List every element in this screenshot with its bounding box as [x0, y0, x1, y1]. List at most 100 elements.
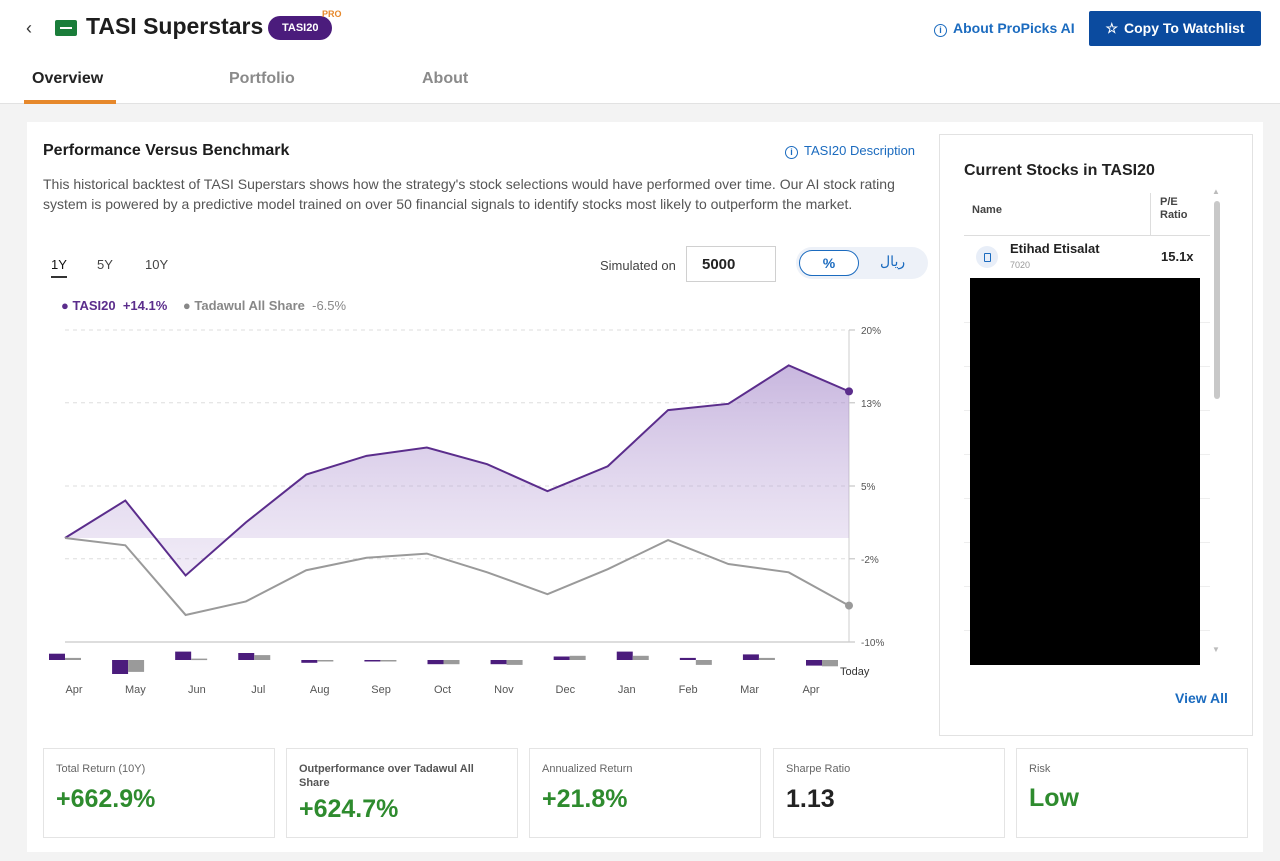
- legend-benchmark-value: -6.5%: [312, 298, 347, 313]
- performance-description: This historical backtest of TASI Superst…: [43, 176, 895, 212]
- scroll-up-icon[interactable]: ▲: [1212, 187, 1220, 196]
- simulated-on-label: Simulated on: [600, 258, 676, 273]
- y-tick-label: 5%: [861, 482, 876, 493]
- scrollbar-thumb[interactable]: [1214, 201, 1220, 399]
- range-10y[interactable]: 10Y: [145, 257, 169, 272]
- y-tick-label: 13%: [861, 399, 881, 410]
- range-5y[interactable]: 5Y: [97, 257, 113, 272]
- view-all-link[interactable]: View All: [1175, 690, 1228, 706]
- description-link-label: TASI20 Description: [804, 143, 916, 158]
- x-tick-label: Jul: [251, 684, 265, 696]
- star-icon: ☆: [1105, 20, 1118, 36]
- tab-about[interactable]: About: [422, 70, 469, 87]
- monthly-bar-strategy: [238, 653, 255, 660]
- monthly-bar-benchmark: [695, 660, 712, 665]
- x-tick-label: Dec: [556, 684, 576, 696]
- legend-strategy: ● TASI20 +14.1%: [61, 298, 168, 313]
- y-tick-label: 20%: [861, 326, 881, 337]
- stat-label: Annualized Return: [542, 763, 633, 775]
- simulated-amount-input[interactable]: [686, 246, 776, 282]
- monthly-bar-strategy: [49, 653, 65, 660]
- back-icon[interactable]: ‹: [26, 18, 32, 38]
- monthly-bar-strategy: [301, 660, 318, 663]
- monthly-bar-benchmark: [128, 660, 145, 672]
- column-name-header: Name: [972, 204, 1002, 216]
- current-stocks-panel: Current Stocks in TASI20 Name P/E Ratio …: [939, 134, 1253, 736]
- performance-title: Performance Versus Benchmark: [43, 142, 290, 159]
- monthly-bar-strategy: [112, 660, 129, 674]
- monthly-bar-benchmark: [822, 660, 838, 667]
- info-icon: i: [934, 24, 947, 37]
- stat-risk: Risk Low: [1016, 748, 1248, 838]
- legend-strategy-value: +14.1%: [122, 298, 168, 313]
- phone-icon: [976, 246, 998, 268]
- strategy-end-point: [845, 387, 853, 396]
- stock-pe: 15.1x: [1161, 249, 1194, 264]
- x-tick-label: May: [125, 684, 146, 696]
- stat-annualized-return: Annualized Return +21.8%: [529, 748, 761, 838]
- tab-overview[interactable]: Overview: [32, 70, 104, 87]
- saudi-flag-icon: [55, 20, 77, 36]
- redacted-stock-list: [970, 278, 1200, 665]
- stat-value: 1.13: [786, 785, 835, 813]
- x-tick-label: Jun: [188, 684, 206, 696]
- legend-strategy-name: TASI20: [72, 298, 116, 313]
- monthly-bar-strategy: [806, 660, 822, 666]
- stat-value: +662.9%: [56, 785, 156, 813]
- unit-toggle: % ريال: [796, 247, 928, 279]
- x-tick-label: Oct: [434, 684, 451, 696]
- header-divider: [964, 235, 1210, 236]
- watchlist-button-label: Copy To Watchlist: [1124, 20, 1245, 36]
- stat-label: Outperformance over Tadawul All Share: [299, 763, 474, 789]
- pro-label: PRO: [322, 9, 342, 19]
- copy-to-watchlist-button[interactable]: ☆ Copy To Watchlist: [1089, 11, 1261, 46]
- monthly-bar-strategy: [616, 651, 633, 660]
- benchmark-line: [64, 537, 850, 617]
- tab-portfolio[interactable]: Portfolio: [229, 70, 295, 87]
- strategy-line: [64, 364, 850, 577]
- active-tab-indicator: [24, 100, 116, 104]
- x-tick-label: Aug: [310, 684, 330, 696]
- stock-row[interactable]: Etihad Etisalat 7020 15.1x: [964, 236, 1210, 278]
- about-propicks-link[interactable]: i About ProPicks AI: [934, 20, 1075, 37]
- overview-card: Performance Versus Benchmark i TASI20 Des…: [27, 122, 1263, 852]
- stat-value: +21.8%: [542, 785, 628, 813]
- x-tick-label: Nov: [494, 684, 514, 696]
- monthly-bar-benchmark: [317, 660, 334, 662]
- x-tick-label: Jan: [618, 684, 636, 696]
- range-1y[interactable]: 1Y: [51, 257, 67, 278]
- monthly-bar-benchmark: [758, 657, 775, 660]
- toggle-currency[interactable]: ريال: [880, 253, 906, 269]
- benchmark-end-point: [845, 601, 853, 610]
- scroll-down-icon[interactable]: ▼: [1212, 645, 1220, 654]
- legend-benchmark-name: Tadawul All Share: [194, 298, 305, 313]
- monthly-bar-benchmark: [65, 657, 81, 660]
- stat-label: Risk: [1029, 763, 1051, 775]
- x-today-label: Today: [840, 666, 870, 678]
- monthly-bar-benchmark: [254, 655, 271, 660]
- monthly-bar-strategy: [553, 656, 570, 660]
- monthly-bar-benchmark: [443, 660, 460, 665]
- tasi20-description-link[interactable]: i TASI20 Description: [785, 143, 915, 159]
- monthly-bar-benchmark: [191, 658, 208, 661]
- monthly-bar-strategy: [427, 660, 444, 665]
- stat-outperformance: Outperformance over Tadawul All Share +6…: [286, 748, 518, 838]
- toggle-percent[interactable]: %: [799, 250, 859, 276]
- performance-chart: 20% 13% 5% -2% -10% Apr May Jun Jul Aug Sep Oct Nov D…: [49, 326, 884, 696]
- info-icon: i: [785, 146, 798, 159]
- monthly-bar-strategy: [490, 660, 507, 665]
- monthly-bar-strategy: [175, 651, 192, 660]
- stock-name: Etihad Etisalat: [1010, 241, 1100, 256]
- stat-label: Sharpe Ratio: [786, 763, 851, 775]
- stat-value: Low: [1029, 784, 1079, 812]
- x-tick-label: Sep: [371, 684, 391, 696]
- monthly-bar-strategy: [364, 660, 381, 662]
- column-pe-header: P/E Ratio: [1160, 196, 1188, 221]
- stocks-panel-title: Current Stocks in TASI20: [964, 162, 1155, 179]
- index-badge: TASI20: [268, 16, 333, 40]
- page-title: TASI Superstars: [86, 13, 264, 39]
- monthly-bar-benchmark: [569, 655, 586, 660]
- about-link-label: About ProPicks AI: [953, 20, 1075, 36]
- stock-code: 7020: [1010, 260, 1031, 270]
- stat-total-return: Total Return (10Y) +662.9%: [43, 748, 275, 838]
